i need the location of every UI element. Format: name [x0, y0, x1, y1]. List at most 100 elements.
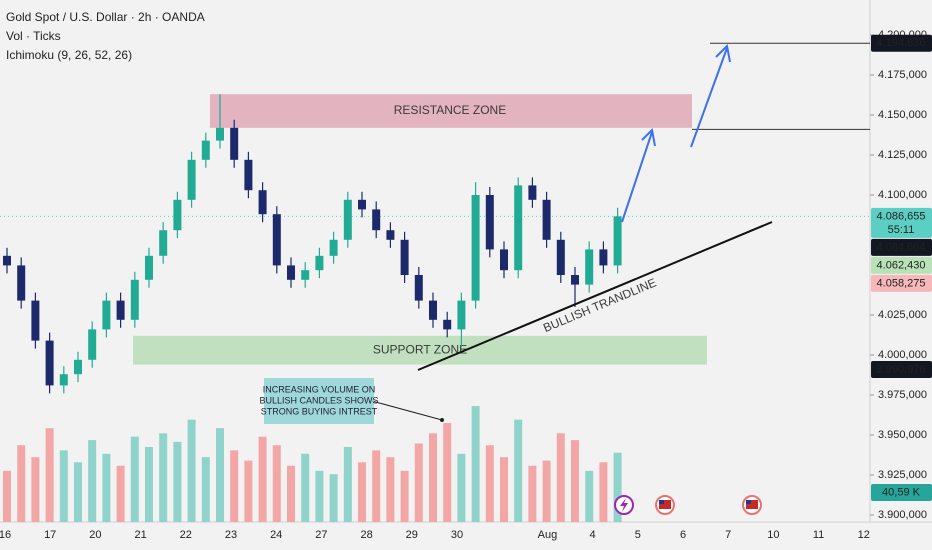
price-tag [871, 34, 932, 52]
candle-body [599, 249, 608, 266]
flag [746, 500, 758, 509]
volume-bar [571, 440, 579, 522]
y-tick-label: 3.900,000 [878, 509, 927, 521]
x-tick-label: 11 [813, 529, 824, 541]
candle-body [414, 275, 423, 301]
x-tick-label: Aug [538, 529, 558, 541]
volume-bar [429, 433, 437, 522]
event-icons [614, 495, 762, 515]
candle-body [542, 199, 551, 240]
volume-bar [287, 465, 295, 522]
y-tick-label: 4.100,000 [878, 189, 927, 201]
candle-body [145, 255, 153, 280]
price-tag [871, 256, 932, 274]
y-tick-label: 4.175,000 [878, 69, 927, 81]
lightning [620, 498, 628, 512]
volume-bar [187, 419, 196, 522]
volume-bar [116, 465, 125, 522]
arrow-head [715, 43, 731, 63]
x-tick-label: 22 [180, 529, 192, 541]
candle-body [500, 249, 508, 271]
volume-bar [59, 450, 68, 522]
candle-body [31, 300, 40, 341]
zone [210, 94, 692, 128]
volume-bar [457, 453, 466, 522]
candle-body [613, 216, 622, 266]
candle-body [102, 300, 111, 330]
candle-body [301, 270, 310, 280]
volume-bar [244, 460, 253, 522]
arrow-line [690, 47, 728, 148]
volume-bar [74, 462, 82, 522]
y-tick-label: 4.150,000 [878, 109, 927, 121]
candle-body [443, 319, 452, 330]
volume-bar [3, 470, 11, 522]
volume-bar [542, 460, 551, 522]
volume-indicator: Vol · Ticks [6, 29, 61, 43]
x-tick-label: 10 [767, 529, 779, 541]
y-tick-label: 3.975,000 [878, 389, 927, 401]
candle-body [429, 300, 437, 320]
candle-body [272, 214, 281, 266]
x-tick-label: 4 [590, 529, 596, 541]
y-tick-label: 4.125,000 [878, 149, 927, 161]
volume-bar [145, 446, 153, 522]
volume-bar [528, 465, 537, 522]
candle-body [74, 359, 82, 375]
candle-body [244, 159, 253, 191]
candle-body [528, 185, 537, 200]
symbol-title: Gold Spot / U.S. Dollar · 2h · OANDA [6, 10, 205, 24]
volume-bar [585, 470, 594, 522]
candle-body [400, 239, 409, 275]
arrow-head [641, 127, 656, 147]
volume-bar [414, 443, 423, 522]
candle-body [386, 230, 395, 240]
volume-bar [315, 470, 324, 522]
x-tick-label: 27 [315, 529, 327, 541]
volume-bar [88, 440, 97, 522]
x-tick-label: 29 [406, 529, 418, 541]
volume-bar [130, 436, 139, 522]
volume-bar [272, 445, 281, 522]
candle-body [372, 209, 381, 231]
countdown: 55:11 [888, 224, 915, 236]
volume-bar [216, 428, 224, 522]
candle-body [343, 199, 352, 240]
x-tick-label: 28 [360, 529, 372, 541]
volume-bar [599, 462, 608, 522]
zone-label: SUPPORT ZONE [373, 342, 467, 356]
volume-bar [358, 462, 366, 522]
candle-body [287, 265, 295, 280]
candle-body [315, 255, 324, 271]
arrow-line [621, 131, 653, 223]
volume-bar [400, 470, 409, 522]
price-tag-label: 4.058,275 [877, 277, 926, 289]
x-tick-label: 23 [225, 529, 237, 541]
candle-body [88, 329, 97, 360]
volume-bar [343, 446, 352, 522]
volume-bar [159, 433, 168, 522]
x-tick-label: 16 [0, 529, 11, 541]
flag [659, 500, 671, 509]
price-tag-label: 4.194,836 [877, 37, 926, 49]
trendline [417, 221, 773, 371]
x-tick-label: 24 [270, 529, 282, 541]
x-tick-label: 21 [134, 529, 146, 541]
volume-bar [514, 419, 523, 522]
candle-body [258, 190, 267, 215]
volume-bar [45, 428, 54, 522]
price-tag-label: 4.062,430 [877, 259, 926, 271]
volume-bar [372, 450, 381, 522]
price-tag [871, 207, 932, 238]
x-tick-label: 17 [44, 529, 56, 541]
volume-bar [201, 457, 210, 522]
volume-bar [556, 433, 565, 522]
volume-bar [102, 453, 111, 522]
candle-body [230, 127, 239, 160]
candle-body [514, 185, 523, 271]
candle-body [173, 199, 182, 231]
candle-body [329, 239, 338, 256]
candle-body [471, 195, 480, 301]
